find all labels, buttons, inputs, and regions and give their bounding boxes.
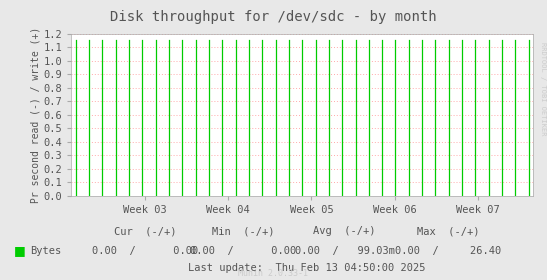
- Y-axis label: Pr second read (-) / write (+): Pr second read (-) / write (+): [31, 27, 40, 203]
- Text: 0.00  /      0.00: 0.00 / 0.00: [92, 246, 198, 256]
- Text: Cur  (-/+): Cur (-/+): [114, 226, 176, 236]
- Text: Last update:  Thu Feb 13 04:50:00 2025: Last update: Thu Feb 13 04:50:00 2025: [188, 263, 425, 273]
- Text: Disk throughput for /dev/sdc - by month: Disk throughput for /dev/sdc - by month: [110, 10, 437, 24]
- Text: Munin 2.0.33-1: Munin 2.0.33-1: [238, 269, 309, 278]
- Text: ■: ■: [14, 244, 25, 257]
- Text: Min  (-/+): Min (-/+): [212, 226, 275, 236]
- Text: Avg  (-/+): Avg (-/+): [313, 226, 376, 236]
- Text: RRDTOOL / TOBI OETIKER: RRDTOOL / TOBI OETIKER: [540, 42, 546, 136]
- Text: 0.00  /     26.40: 0.00 / 26.40: [395, 246, 502, 256]
- Text: 0.00  /   99.03m: 0.00 / 99.03m: [295, 246, 394, 256]
- Text: Bytes: Bytes: [30, 246, 61, 256]
- Text: Max  (-/+): Max (-/+): [417, 226, 480, 236]
- Text: 0.00  /      0.00: 0.00 / 0.00: [190, 246, 296, 256]
